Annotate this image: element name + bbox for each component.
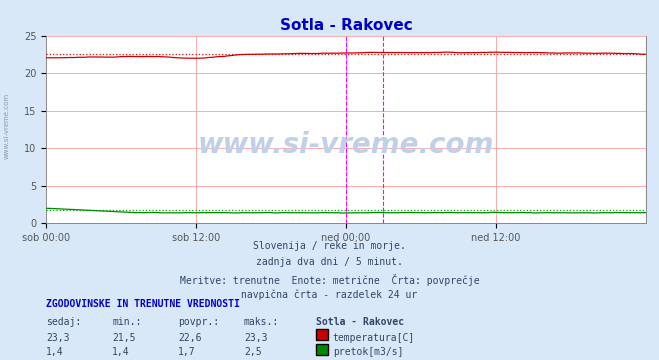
Text: zadnja dva dni / 5 minut.: zadnja dva dni / 5 minut. <box>256 257 403 267</box>
Text: sedaj:: sedaj: <box>46 317 81 327</box>
Text: 21,5: 21,5 <box>112 333 136 343</box>
Text: www.si-vreme.com: www.si-vreme.com <box>198 131 494 158</box>
Text: 1,4: 1,4 <box>46 347 64 357</box>
Text: povpr.:: povpr.: <box>178 317 219 327</box>
Text: Meritve: trenutne  Enote: metrične  Črta: povprečje: Meritve: trenutne Enote: metrične Črta: … <box>180 274 479 285</box>
Text: temperatura[C]: temperatura[C] <box>333 333 415 343</box>
Text: 1,4: 1,4 <box>112 347 130 357</box>
Text: 1,7: 1,7 <box>178 347 196 357</box>
Text: 23,3: 23,3 <box>46 333 70 343</box>
Text: pretok[m3/s]: pretok[m3/s] <box>333 347 403 357</box>
Text: www.si-vreme.com: www.si-vreme.com <box>3 93 10 159</box>
Text: min.:: min.: <box>112 317 142 327</box>
Text: Sotla - Rakovec: Sotla - Rakovec <box>316 317 405 327</box>
Text: ZGODOVINSKE IN TRENUTNE VREDNOSTI: ZGODOVINSKE IN TRENUTNE VREDNOSTI <box>46 299 240 309</box>
Text: maks.:: maks.: <box>244 317 279 327</box>
Text: Slovenija / reke in morje.: Slovenija / reke in morje. <box>253 241 406 251</box>
Text: 2,5: 2,5 <box>244 347 262 357</box>
Text: navpična črta - razdelek 24 ur: navpična črta - razdelek 24 ur <box>241 290 418 300</box>
Title: Sotla - Rakovec: Sotla - Rakovec <box>279 18 413 33</box>
Text: 22,6: 22,6 <box>178 333 202 343</box>
Text: 23,3: 23,3 <box>244 333 268 343</box>
